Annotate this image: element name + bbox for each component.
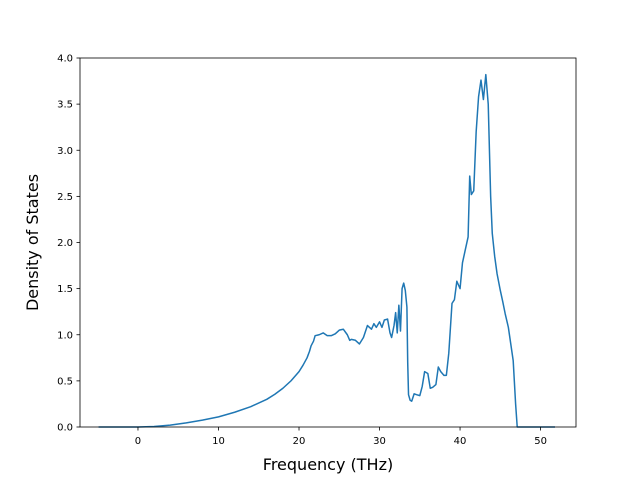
y-axis-title: Density of States [23,174,42,311]
y-axis-ticks: 0.0 0.5 1.0 1.5 2.0 2.5 3.0 3.5 4.0 [57,54,80,434]
y-tick-label: 3.5 [57,100,73,111]
x-tick-label: 0 [135,436,141,447]
x-axis-title: Frequency (THz) [263,455,393,474]
y-tick-label: 0.5 [57,376,73,387]
y-tick-label: 3.0 [57,146,73,157]
x-axis-ticks: 0 10 20 30 40 50 [135,427,547,447]
x-tick-label: 40 [454,436,467,447]
y-tick-label: 0.0 [57,423,73,434]
y-tick-label: 1.0 [57,330,73,341]
x-tick-label: 50 [534,436,547,447]
y-tick-label: 1.5 [57,284,73,295]
x-tick-label: 10 [212,436,225,447]
x-tick-label: 30 [373,436,386,447]
dos-series-line [98,73,556,428]
y-tick-label: 2.0 [57,238,73,249]
y-tick-label: 4.0 [57,54,73,65]
plot-area [98,73,556,428]
x-tick-label: 20 [293,436,306,447]
y-tick-label: 2.5 [57,192,73,203]
